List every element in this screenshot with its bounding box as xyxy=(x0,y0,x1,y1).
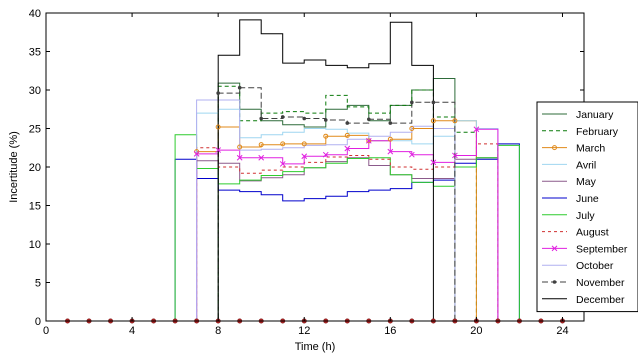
marker-september-19 xyxy=(452,152,458,159)
marker-september-13 xyxy=(322,151,329,158)
marker-march-17 xyxy=(409,126,415,131)
x-tick-label-0: 0 xyxy=(43,325,49,337)
marker-september-15 xyxy=(365,137,372,144)
marker-november-18 xyxy=(431,100,436,105)
marker-november-16 xyxy=(388,121,393,125)
y-tick-label-40: 40 xyxy=(29,8,41,20)
marker-september-20 xyxy=(473,126,480,133)
marker-november-14 xyxy=(345,121,350,125)
marker-march-13 xyxy=(323,133,329,139)
marker-march-18 xyxy=(430,118,436,124)
x-tick-label-24: 24 xyxy=(556,325,568,337)
legend-label-december: December xyxy=(576,294,625,306)
marker-september-14 xyxy=(344,145,351,152)
x-tick-label-20: 20 xyxy=(470,325,482,337)
marker-november-13 xyxy=(323,118,328,122)
y-tick-label-0: 0 xyxy=(35,316,41,328)
x-tick-label-16: 16 xyxy=(384,325,396,337)
legend-label-february: February xyxy=(576,126,619,138)
y-tick-label-15: 15 xyxy=(29,201,41,213)
marker-november-17 xyxy=(410,100,414,105)
marker-september-11 xyxy=(279,161,286,167)
y-tick-label-25: 25 xyxy=(29,124,41,136)
marker-november-10 xyxy=(259,116,264,121)
marker-november-15 xyxy=(367,117,371,122)
x-axis-label: Time (h) xyxy=(295,341,336,353)
marker-september-12 xyxy=(301,153,308,160)
legend-marker-september xyxy=(551,245,558,252)
marker-september-8 xyxy=(215,147,222,153)
legend-label-november: November xyxy=(576,277,625,289)
marker-september-7 xyxy=(193,151,200,157)
y-tick-label-20: 20 xyxy=(29,162,41,174)
marker-march-15 xyxy=(366,138,372,144)
y-tick-label-35: 35 xyxy=(29,47,41,59)
legend-label-october: October xyxy=(576,260,614,272)
x-tick-label-8: 8 xyxy=(215,325,221,337)
legend-marker-november xyxy=(552,280,557,284)
ticks-layer: 0 4 8 12 16 20 24 0 5 10 15 20 25 30 35 40 xyxy=(29,8,584,337)
marker-november-11 xyxy=(280,115,285,119)
marker-september-16 xyxy=(387,148,394,155)
marker-march-8 xyxy=(215,124,221,130)
marker-september-10 xyxy=(258,154,265,161)
y-tick-label-10: 10 xyxy=(29,239,41,251)
legend-label-january: January xyxy=(576,109,614,121)
marker-march-16 xyxy=(387,136,393,142)
marker-march-14 xyxy=(344,132,350,138)
legend: January February March Avril May June July Augu… xyxy=(536,101,638,313)
marker-november-12 xyxy=(302,116,307,121)
x-tick-label-12: 12 xyxy=(298,325,310,337)
marker-march-11 xyxy=(280,141,286,147)
legend-label-july: July xyxy=(576,210,595,222)
marker-march-19 xyxy=(452,118,458,124)
marker-september-18 xyxy=(430,159,437,166)
marker-march-12 xyxy=(301,141,307,147)
legend-box xyxy=(536,101,638,313)
marker-september-9 xyxy=(236,154,243,161)
legend-label-may: May xyxy=(576,176,597,188)
legend-marker-march xyxy=(552,145,557,151)
marker-november-9 xyxy=(237,85,242,90)
legend-label-march: March xyxy=(576,143,605,155)
y-tick-label-5: 5 xyxy=(35,278,41,290)
x-tick-label-4: 4 xyxy=(129,325,135,337)
marker-march-9 xyxy=(237,144,243,150)
legend-label-avril: Avril xyxy=(576,159,596,171)
legend-label-august: August xyxy=(576,227,609,239)
marker-march-10 xyxy=(258,142,264,148)
y-axis-label: Incertitude (%) xyxy=(8,131,20,203)
series-line-july xyxy=(67,134,563,322)
marker-september-17 xyxy=(408,151,415,158)
y-tick-label-30: 30 xyxy=(29,85,41,97)
legend-label-september: September xyxy=(576,243,628,255)
marker-november-8 xyxy=(216,91,220,95)
legend-label-june: June xyxy=(576,193,599,205)
